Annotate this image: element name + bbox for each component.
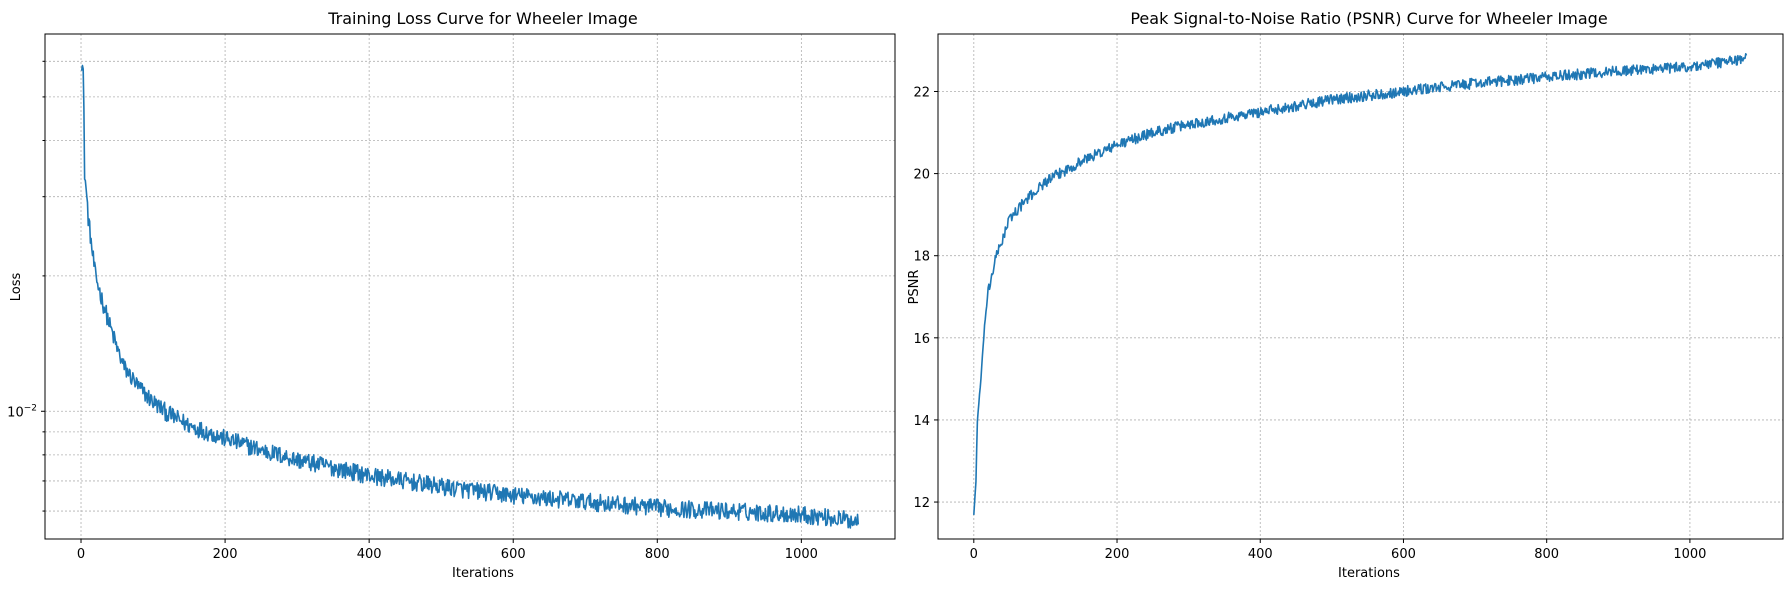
psnr-y-tick-label: 12 [913,496,930,511]
loss-series [80,64,860,529]
psnr-x-ticks: 0 200 400 600 800 1000 [970,539,1706,562]
loss-grid [45,34,895,539]
psnr-y-ticks: 12 14 16 18 20 22 [913,85,938,511]
loss-y-tick-label: 10−2 [7,403,37,420]
loss-x-axis-label: Iterations [452,566,514,581]
psnr-y-tick-label: 18 [913,250,930,265]
psnr-x-tick-label: 400 [1248,547,1273,562]
psnr-series-line [973,52,1748,515]
psnr-grid [938,34,1783,539]
psnr-y-tick-label: 14 [913,414,930,429]
psnr-plot-frame [937,33,1784,540]
loss-x-tick-label: 0 [77,547,85,562]
psnr-y-tick-label: 22 [913,85,930,100]
loss-x-tick-label: 1000 [785,547,818,562]
loss-y-axis-label: Loss [9,273,24,302]
psnr-x-axis-label: Iterations [1338,566,1400,581]
loss-series-line [80,64,860,529]
loss-x-tick-label: 400 [357,547,382,562]
loss-x-ticks: 0 200 400 600 800 1000 [77,539,818,562]
psnr-y-tick-label: 16 [913,332,930,347]
loss-x-tick-label: 800 [645,547,670,562]
psnr-x-tick-label: 800 [1534,547,1559,562]
psnr-chart-title: Peak Signal-to-Noise Ratio (PSNR) Curve … [1130,9,1607,28]
loss-chart: Training Loss Curve for Wheeler Image 0 2… [7,9,896,581]
psnr-series [973,52,1748,515]
psnr-x-tick-label: 1000 [1673,547,1706,562]
psnr-chart: Peak Signal-to-Noise Ratio (PSNR) Curve … [907,9,1784,581]
psnr-x-tick-label: 600 [1391,547,1416,562]
loss-x-tick-label: 200 [213,547,238,562]
psnr-x-tick-label: 200 [1105,547,1130,562]
psnr-x-tick-label: 0 [970,547,978,562]
psnr-y-tick-label: 20 [913,168,930,183]
loss-chart-title: Training Loss Curve for Wheeler Image [327,9,637,28]
loss-x-tick-label: 600 [501,547,526,562]
psnr-y-axis-label: PSNR [907,270,922,305]
loss-plot-frame [44,33,896,540]
